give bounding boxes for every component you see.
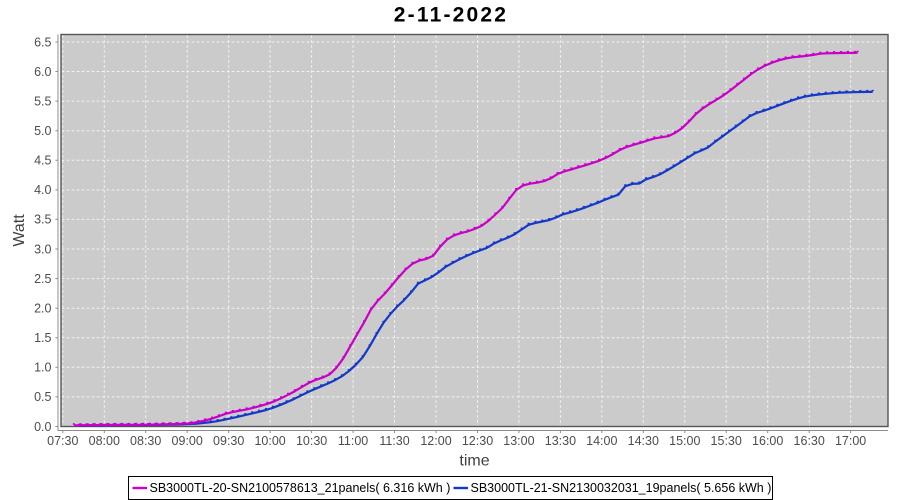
svg-text:5.0: 5.0 xyxy=(34,124,51,138)
svg-text:12:30: 12:30 xyxy=(462,434,493,448)
svg-text:14:30: 14:30 xyxy=(628,434,659,448)
svg-text:13:30: 13:30 xyxy=(545,434,576,448)
svg-text:16:30: 16:30 xyxy=(794,434,825,448)
svg-text:0.0: 0.0 xyxy=(34,420,51,434)
svg-text:0.5: 0.5 xyxy=(34,390,51,404)
svg-text:2.0: 2.0 xyxy=(34,302,51,316)
svg-text:SB3000TL-21-SN2130032031_19pan: SB3000TL-21-SN2130032031_19panels( 5.656… xyxy=(471,481,772,495)
svg-text:14:00: 14:00 xyxy=(586,434,617,448)
svg-text:SB3000TL-20-SN2100578613_21pan: SB3000TL-20-SN2100578613_21panels( 6.316… xyxy=(150,481,451,495)
svg-text:5.5: 5.5 xyxy=(34,94,51,108)
svg-text:12:00: 12:00 xyxy=(420,434,451,448)
svg-text:11:30: 11:30 xyxy=(379,434,409,448)
svg-text:09:00: 09:00 xyxy=(172,434,203,448)
svg-text:07:30: 07:30 xyxy=(47,434,78,448)
svg-text:15:30: 15:30 xyxy=(711,434,742,448)
svg-text:6.0: 6.0 xyxy=(34,65,51,79)
svg-text:08:00: 08:00 xyxy=(89,434,120,448)
svg-text:17:00: 17:00 xyxy=(835,434,866,448)
svg-text:3.5: 3.5 xyxy=(34,213,51,227)
svg-text:13:00: 13:00 xyxy=(503,434,534,448)
svg-text:1.5: 1.5 xyxy=(34,331,51,345)
svg-text:6.5: 6.5 xyxy=(34,35,51,49)
svg-text:4.5: 4.5 xyxy=(34,154,51,168)
svg-text:1.0: 1.0 xyxy=(34,361,51,375)
svg-text:10:30: 10:30 xyxy=(296,434,327,448)
svg-text:16:00: 16:00 xyxy=(752,434,783,448)
svg-text:11:00: 11:00 xyxy=(338,434,368,448)
svg-text:2-11-2022: 2-11-2022 xyxy=(394,4,508,27)
svg-text:4.0: 4.0 xyxy=(34,183,51,197)
svg-text:15:00: 15:00 xyxy=(669,434,700,448)
svg-text:10:00: 10:00 xyxy=(254,434,285,448)
svg-text:2.5: 2.5 xyxy=(34,272,51,286)
svg-text:09:30: 09:30 xyxy=(213,434,244,448)
svg-text:Watt: Watt xyxy=(11,214,28,247)
svg-text:time: time xyxy=(459,452,489,469)
svg-text:3.0: 3.0 xyxy=(34,242,51,256)
svg-text:08:30: 08:30 xyxy=(130,434,161,448)
